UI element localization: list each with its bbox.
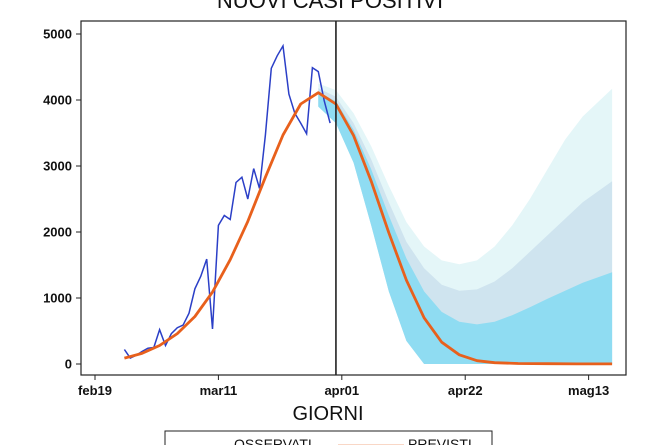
- legend-entry-predicted: PREVISTI: [408, 436, 472, 445]
- y-tick-label: 1000: [43, 291, 72, 306]
- x-tick-label: feb19: [78, 383, 112, 398]
- legend-entry-observed: OSSERVATI: [234, 436, 312, 445]
- x-tick-label: apr22: [448, 383, 483, 398]
- y-tick-label: 3000: [43, 159, 72, 174]
- x-axis: feb19 mar11 apr01 apr22 mag13: [78, 375, 609, 398]
- x-axis-label: GIORNI: [292, 403, 363, 425]
- y-tick-label: 2000: [43, 225, 72, 240]
- chart-title: NUOVI CASI POSITIVI: [217, 0, 443, 13]
- legend: OSSERVATI PREVISTI: [165, 431, 492, 445]
- y-tick-label: 0: [65, 357, 72, 372]
- x-tick-label: apr01: [324, 383, 359, 398]
- y-axis: 0 1000 2000 3000 4000 5000: [43, 27, 81, 372]
- x-tick-label: mag13: [568, 383, 609, 398]
- y-tick-label: 4000: [43, 93, 72, 108]
- x-tick-label: mar11: [200, 383, 238, 398]
- y-tick-label: 5000: [43, 27, 72, 42]
